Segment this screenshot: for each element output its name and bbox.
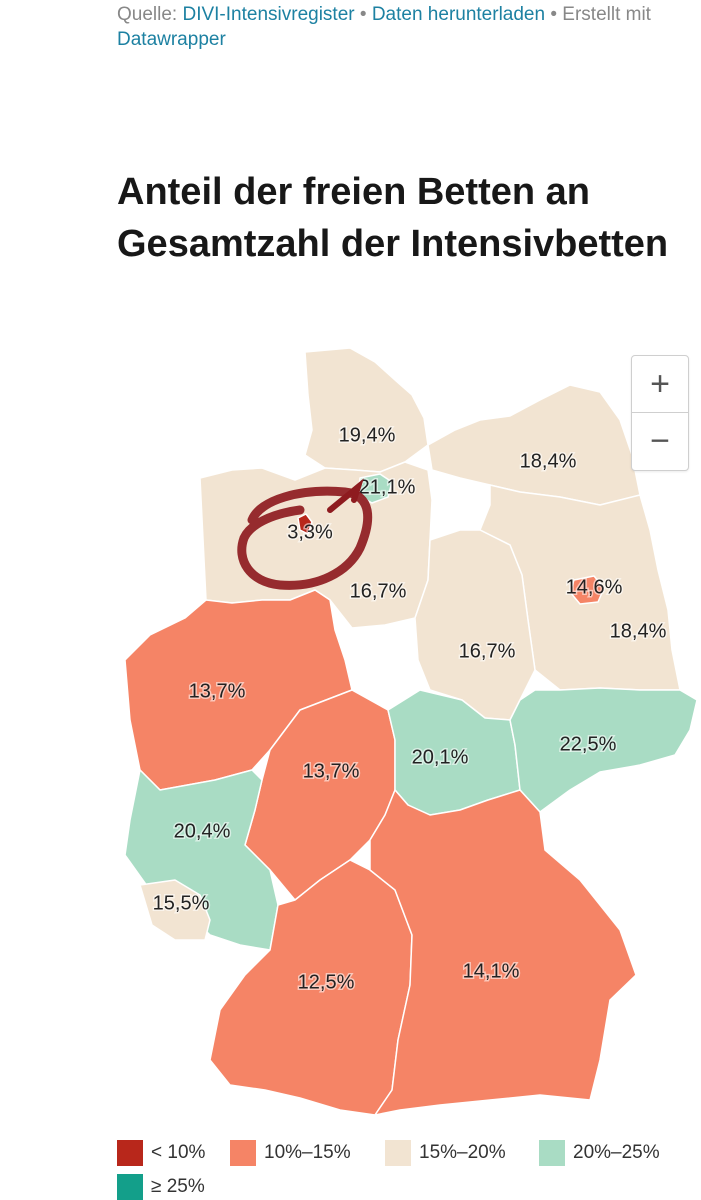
legend-swatch [230, 1140, 256, 1166]
legend-item-20-25: 20%–25% [539, 1140, 660, 1166]
region-bremen[interactable] [297, 513, 313, 535]
legend-label: 20%–25% [573, 1142, 660, 1163]
legend-label: 15%–20% [419, 1142, 506, 1163]
region-bayern[interactable] [369, 789, 637, 1116]
region-saarland[interactable] [139, 879, 211, 941]
zoom-in-button[interactable]: + [650, 364, 670, 403]
region-label-hamburg: 21,1% [359, 476, 416, 498]
source-link-divi[interactable]: DIVI-Intensivregister [182, 4, 355, 25]
legend-item-ge25: ≥ 25% [117, 1174, 205, 1200]
legend-swatch [385, 1140, 411, 1166]
zoom-out-button[interactable]: − [632, 412, 688, 469]
region-label-mecklenburg-vorpommern: 18,4% [520, 450, 577, 472]
source-line: Quelle: DIVI-Intensivregister • Daten he… [117, 2, 692, 52]
region-label-nordrhein-westfalen: 13,7% [189, 680, 246, 702]
region-label-schleswig-holstein: 19,4% [339, 424, 396, 446]
region-label-baden-wuerttemberg: 12,5% [298, 971, 355, 993]
download-data-link[interactable]: Daten herunterladen [371, 4, 546, 25]
legend-label: 10%–15% [264, 1142, 351, 1163]
region-label-thueringen: 20,1% [412, 746, 469, 768]
region-label-bremen: 3,3% [287, 521, 333, 543]
legend-swatch [117, 1174, 143, 1200]
source-separator-2: • Erstellt mit [545, 4, 651, 25]
state-regions [124, 347, 698, 1116]
legend-item-10-15: 10%–15% [230, 1140, 351, 1166]
region-berlin[interactable] [569, 575, 605, 605]
source-separator-1: • [354, 4, 372, 25]
region-label-niedersachsen: 16,7% [350, 580, 407, 602]
region-schleswig-holstein[interactable] [304, 347, 429, 473]
legend-swatch [539, 1140, 565, 1166]
region-label-saarland: 15,5% [153, 892, 210, 914]
chart-title: Anteil der freien Betten an Gesamtzahl d… [117, 171, 669, 265]
region-label-rheinland-pfalz: 20,4% [174, 820, 231, 842]
region-label-hessen: 13,7% [303, 760, 360, 782]
region-label-sachsen-anhalt: 16,7% [459, 640, 516, 662]
region-labels: 19,4% 21,1% 18,4% 3,3% 16,7% 14,6% 18,4% 16,7% 1… [151, 423, 668, 995]
zoom-control: + − [631, 355, 689, 471]
annotation-circle [237, 478, 373, 590]
source-prefix: Quelle: [117, 4, 183, 25]
region-label-bayern: 14,1% [463, 960, 520, 982]
legend-item-15-20: 15%–20% [385, 1140, 506, 1166]
legend-swatch [117, 1140, 143, 1166]
region-label-brandenburg: 18,4% [610, 620, 667, 642]
legend-label: ≥ 25% [151, 1176, 205, 1197]
datawrapper-link[interactable]: Datawrapper [117, 29, 226, 50]
region-mecklenburg-vorpommern[interactable] [427, 384, 641, 506]
legend-item-lt10: < 10% [117, 1140, 205, 1166]
region-label-berlin: 14,6% [566, 576, 623, 598]
legend-label: < 10% [151, 1142, 206, 1163]
region-label-sachsen: 22,5% [560, 733, 617, 755]
